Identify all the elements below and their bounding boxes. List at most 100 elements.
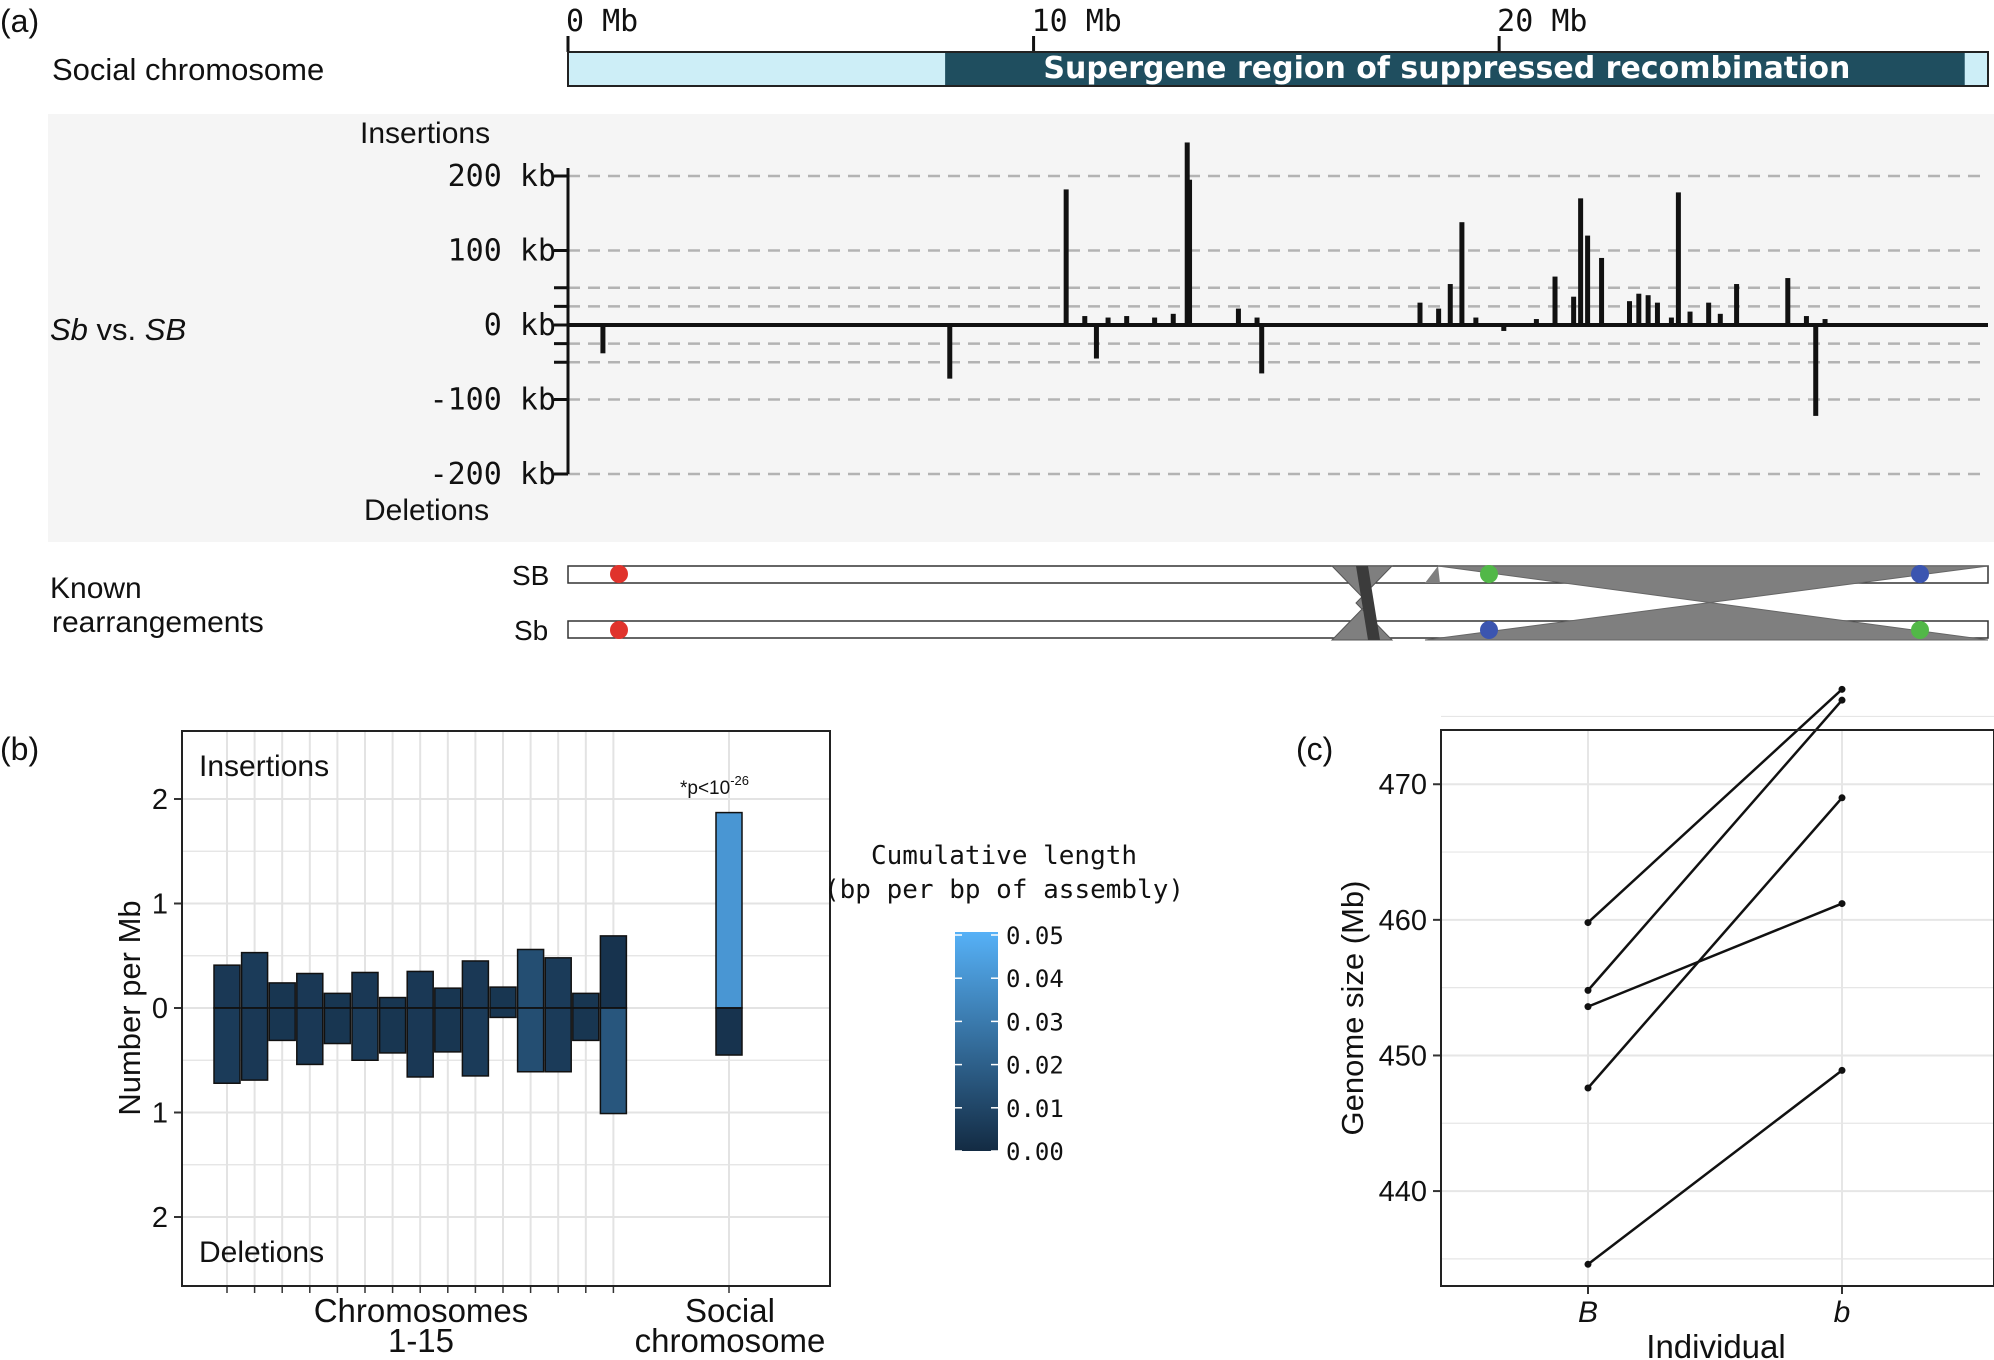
legend-tick-label-3: 0.02 bbox=[1006, 1052, 1064, 1080]
insertion-bar-20 bbox=[1599, 257, 1605, 325]
insertion-bar-29 bbox=[1717, 313, 1723, 325]
deletion-bar-6 bbox=[351, 1007, 379, 1061]
panel-a-label: (a) bbox=[0, 3, 39, 39]
sv-y-tick-label-0: 200 kb bbox=[448, 159, 556, 194]
panel-b-y-tick-label-0: 2 bbox=[152, 784, 168, 816]
genome-size-point-B-0 bbox=[1584, 919, 1592, 927]
large-inversion-shape bbox=[1424, 565, 1989, 641]
deletion-bar-9 bbox=[434, 1007, 462, 1053]
insertion-bar-2 bbox=[240, 951, 269, 1009]
genome-size-point-B-4 bbox=[1584, 1260, 1592, 1268]
panel-c-axes: 440 450 460 470 B b bbox=[1379, 769, 1851, 1329]
comparison-label-ref: SB bbox=[145, 312, 186, 347]
insertion-bar-0 bbox=[1063, 189, 1069, 325]
marker-blue-SB bbox=[1911, 565, 1929, 583]
supergene-region-bar bbox=[945, 53, 1965, 85]
insertion-bar-26 bbox=[1675, 192, 1681, 325]
marker-red-Sb bbox=[610, 621, 628, 639]
haplotype-SB-label: SB bbox=[512, 560, 549, 591]
x-label-social-line2: chromosome bbox=[635, 1322, 826, 1359]
genome-size-point-b-4 bbox=[1838, 1066, 1846, 1074]
genome-size-line-1 bbox=[1587, 699, 1843, 992]
insertion-bar-5 bbox=[323, 992, 352, 1009]
genome-size-point-b-0 bbox=[1838, 685, 1846, 693]
insertion-bar-33 bbox=[1822, 319, 1828, 325]
deletion-bar-4 bbox=[1501, 325, 1507, 331]
legend-color-bar bbox=[955, 932, 998, 1151]
marker-green-SB bbox=[1480, 565, 1498, 583]
legend-ticks: 0.05 0.04 0.03 0.02 0.01 0.00 bbox=[955, 922, 1064, 1166]
insertion-bar-15 bbox=[1533, 319, 1539, 325]
insertion-bar-21 bbox=[1627, 301, 1633, 325]
insertion-bar-Social bbox=[715, 811, 743, 1009]
supergene-label: Supergene region of suppressed recombina… bbox=[1043, 51, 1850, 86]
insertion-bar-3 bbox=[1124, 316, 1130, 325]
insertion-bar-3 bbox=[268, 982, 296, 1009]
sv-y-tick-label-3: -100 kb bbox=[430, 383, 556, 418]
marker-green-Sb bbox=[1911, 621, 1929, 639]
significance-exponent: -26 bbox=[730, 773, 749, 788]
sv-plot-background bbox=[48, 114, 1994, 542]
panel-c-y-tick-label-2: 460 bbox=[1379, 905, 1427, 937]
sv-bars bbox=[600, 142, 1828, 416]
insertion-bar-11 bbox=[1436, 308, 1442, 325]
scale-tick-label-0: 0 Mb bbox=[566, 4, 638, 39]
legend-tick-label-1: 0.04 bbox=[1006, 965, 1064, 993]
deletion-bar-Social bbox=[715, 1007, 743, 1056]
color-legend: Cumulative length (bp per bp of assembly… bbox=[824, 841, 1184, 1166]
legend-tick-label-5: 0.00 bbox=[1006, 1138, 1064, 1166]
insertion-bar-4 bbox=[296, 972, 324, 1009]
small-inversion-core bbox=[1356, 566, 1380, 640]
deletion-bar-1 bbox=[947, 325, 953, 379]
insertion-bar-28 bbox=[1706, 302, 1712, 325]
panel-c-frame bbox=[1440, 729, 1994, 1287]
genome-size-point-b-3 bbox=[1838, 794, 1846, 802]
insertion-bar-25 bbox=[1668, 317, 1674, 325]
rearrangements-label-line1: Known bbox=[50, 572, 142, 605]
panel-b-insertions-label: Insertions bbox=[199, 750, 329, 783]
insertion-bar-12 bbox=[1447, 284, 1453, 325]
insertion-bar-17 bbox=[1571, 296, 1577, 325]
deletion-bar-8 bbox=[406, 1007, 434, 1078]
insertion-bar-4 bbox=[1152, 317, 1158, 325]
panel-c-y-tick-label-3: 470 bbox=[1379, 769, 1427, 801]
deletion-bar-3 bbox=[1259, 325, 1265, 374]
panel-c-y-tick-label-1: 450 bbox=[1379, 1040, 1427, 1072]
genome-size-point-B-3 bbox=[1584, 1084, 1592, 1092]
legend-tick-label-4: 0.01 bbox=[1006, 1095, 1064, 1123]
deletion-bar-1 bbox=[213, 1007, 241, 1084]
insertion-bar-9 bbox=[1254, 317, 1260, 325]
x-label-chromosomes-line2: 1-15 bbox=[388, 1322, 454, 1359]
legend-title-line2: (bp per bp of assembly) bbox=[824, 875, 1184, 905]
genome-size-line-3 bbox=[1587, 796, 1843, 1089]
x-label-chromosomes-line1: Chromosomes bbox=[314, 1292, 529, 1329]
panel-b-y-axis: 2 1 0 1 2 bbox=[152, 784, 182, 1234]
deletion-bar-5 bbox=[1813, 325, 1819, 416]
marker-blue-Sb bbox=[1480, 621, 1498, 639]
deletion-bar-5 bbox=[323, 1007, 352, 1045]
deletion-bar-3 bbox=[268, 1007, 296, 1042]
insertion-bar-13 bbox=[544, 957, 572, 1009]
deletion-bar-13 bbox=[544, 1007, 572, 1073]
deletion-bar-2 bbox=[1093, 325, 1099, 359]
deletion-bar-0 bbox=[600, 325, 606, 354]
insertion-bar-10 bbox=[461, 960, 490, 1009]
panel-b-y-axis-title: Number per Mb bbox=[112, 900, 147, 1115]
deletions-label: Deletions bbox=[364, 494, 489, 527]
panel-b-y-tick-label-4: 2 bbox=[152, 1202, 168, 1234]
deletion-bar-4 bbox=[296, 1007, 324, 1066]
insertion-bar-19 bbox=[1585, 235, 1591, 325]
sv-y-tick-label-2: 0 kb bbox=[484, 308, 556, 343]
insertion-bar-32 bbox=[1803, 316, 1809, 325]
panel-c-x-axis-title: Individual bbox=[1646, 1328, 1785, 1360]
insertion-bar-30 bbox=[1734, 284, 1740, 325]
insertion-bar-1 bbox=[1082, 316, 1088, 325]
panel-c-lines bbox=[1584, 685, 1846, 1268]
deletion-bar-10 bbox=[461, 1007, 490, 1077]
marker-red-SB bbox=[610, 565, 628, 583]
insertion-bar-18 bbox=[1578, 198, 1584, 325]
legend-tick-label-2: 0.03 bbox=[1006, 1008, 1064, 1036]
insertion-bar-7 bbox=[1187, 179, 1193, 325]
genome-size-line-2 bbox=[1587, 902, 1843, 1008]
panel-c-plot-area bbox=[1440, 729, 1994, 1287]
